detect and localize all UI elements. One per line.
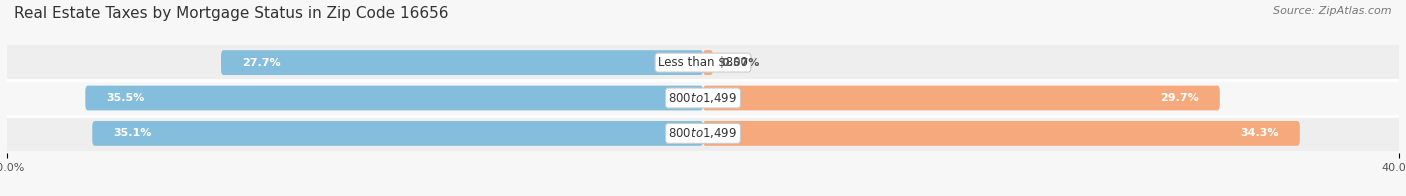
FancyBboxPatch shape [0, 80, 1406, 116]
Text: Source: ZipAtlas.com: Source: ZipAtlas.com [1274, 6, 1392, 16]
FancyBboxPatch shape [93, 121, 703, 146]
Text: 35.5%: 35.5% [107, 93, 145, 103]
FancyBboxPatch shape [86, 86, 703, 110]
FancyBboxPatch shape [703, 86, 1220, 110]
FancyBboxPatch shape [221, 50, 703, 75]
Text: 0.57%: 0.57% [721, 58, 761, 68]
Text: $800 to $1,499: $800 to $1,499 [668, 91, 738, 105]
Text: 35.1%: 35.1% [112, 128, 152, 138]
Text: Real Estate Taxes by Mortgage Status in Zip Code 16656: Real Estate Taxes by Mortgage Status in … [14, 6, 449, 21]
FancyBboxPatch shape [703, 50, 713, 75]
FancyBboxPatch shape [0, 45, 1406, 80]
Text: 27.7%: 27.7% [242, 58, 281, 68]
Legend: Without Mortgage, With Mortgage: Without Mortgage, With Mortgage [574, 192, 832, 196]
FancyBboxPatch shape [703, 121, 1299, 146]
Text: 29.7%: 29.7% [1160, 93, 1199, 103]
Text: 34.3%: 34.3% [1240, 128, 1279, 138]
Text: Less than $800: Less than $800 [658, 56, 748, 69]
FancyBboxPatch shape [0, 116, 1406, 151]
Text: $800 to $1,499: $800 to $1,499 [668, 126, 738, 140]
